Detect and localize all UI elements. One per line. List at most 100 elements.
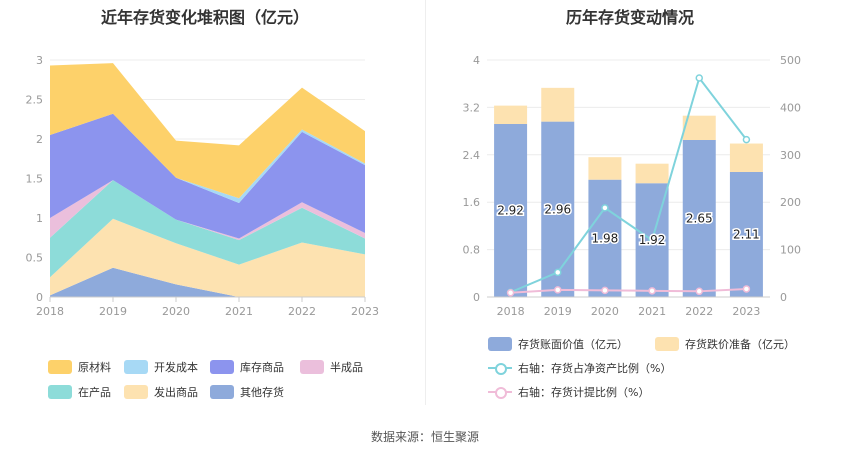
legend-item-存货账面价值（亿元）[interactable]: 存货账面价值（亿元） bbox=[488, 336, 628, 352]
bar-存货跌价准备（亿元） bbox=[494, 105, 528, 124]
right-x-tick: 2022 bbox=[685, 305, 713, 318]
right-y-tick: 0.8 bbox=[463, 244, 481, 257]
bar-存货跌价准备（亿元） bbox=[541, 87, 575, 122]
bar-data-label: 1.98 bbox=[592, 231, 619, 245]
legend-item-发出商品[interactable]: 发出商品 bbox=[124, 384, 198, 400]
right-y2-tick: 300 bbox=[780, 149, 801, 162]
legend-label: 存货账面价值（亿元） bbox=[518, 338, 628, 351]
left-y-tick: 1.5 bbox=[26, 173, 44, 186]
legend-label: 其他存货 bbox=[240, 386, 284, 399]
right-y-tick: 1.6 bbox=[463, 196, 481, 209]
bar-data-label: 2.11 bbox=[733, 227, 760, 241]
data-source: 数据来源：恒生聚源 bbox=[370, 430, 479, 444]
right-y2-tick: 500 bbox=[780, 54, 801, 67]
point-右轴：存货计提比例（%） bbox=[695, 287, 703, 296]
legend-label: 右轴：存货占净资产比例（%） bbox=[518, 362, 672, 375]
legend-swatch bbox=[124, 360, 148, 374]
legend-swatch bbox=[48, 360, 72, 374]
right-x-tick: 2020 bbox=[591, 305, 619, 318]
stacked-area-chart: 0 0.5 1 1.5 2 2.5 3 2018 2019 2020 2021 2022 2023 bbox=[26, 54, 380, 318]
legend-item-开发成本[interactable]: 开发成本 bbox=[124, 359, 198, 375]
left-x-tick: 2022 bbox=[288, 305, 316, 318]
bar-data-label: 1.92 bbox=[639, 233, 666, 247]
area-原材料 bbox=[50, 63, 365, 199]
right-y-tick: 4 bbox=[473, 54, 480, 67]
legend-item-存货跌价准备（亿元）[interactable]: 存货跌价准备（亿元） bbox=[655, 336, 795, 352]
left-x-tick: 2021 bbox=[225, 305, 253, 318]
bar-存货跌价准备（亿元） bbox=[588, 157, 622, 180]
legend-item-库存商品[interactable]: 库存商品 bbox=[210, 359, 284, 375]
legend-swatch bbox=[48, 385, 72, 399]
legend-item-右轴：存货占净资产比例（%）[interactable]: 右轴：存货占净资产比例（%） bbox=[488, 360, 671, 376]
point-右轴：存货占净资产比例（%） bbox=[648, 236, 656, 244]
area-在产品 bbox=[50, 180, 365, 278]
point-右轴：存货计提比例（%） bbox=[648, 287, 656, 295]
area-其他存货 bbox=[50, 267, 365, 297]
legend-label: 原材料 bbox=[78, 361, 111, 374]
legend-swatch bbox=[300, 360, 324, 374]
legend-swatch bbox=[488, 385, 512, 399]
panel-divider bbox=[425, 0, 426, 405]
bar-存货账面价值（亿元） bbox=[682, 139, 716, 297]
right-y2-tick: 400 bbox=[780, 101, 801, 114]
point-右轴：存货占净资产比例（%） bbox=[601, 204, 609, 212]
legend-swatch bbox=[210, 385, 234, 399]
bar-data-label: 2.65 bbox=[686, 211, 713, 225]
legend-label: 开发成本 bbox=[154, 361, 198, 374]
right-y2-tick: 200 bbox=[780, 196, 801, 209]
right-x-tick: 2021 bbox=[638, 305, 666, 318]
legend-swatch bbox=[488, 337, 512, 351]
point-右轴：存货计提比例（%） bbox=[742, 285, 751, 293]
right-y2-tick: 100 bbox=[780, 244, 801, 257]
right-x-tick: 2023 bbox=[732, 305, 760, 318]
bar-data-label: 2.92 bbox=[497, 203, 524, 217]
point-右轴：存货占净资产比例（%） bbox=[742, 135, 751, 144]
left-y-tick: 2 bbox=[36, 133, 43, 146]
right-x-tick: 2019 bbox=[544, 305, 572, 318]
right-chart-title: 历年存货变动情况 bbox=[565, 8, 694, 27]
right-x-tick: 2018 bbox=[497, 305, 525, 318]
right-y-tick: 0 bbox=[473, 291, 480, 304]
bar-存货账面价值（亿元） bbox=[541, 121, 575, 298]
left-x-tick: 2018 bbox=[36, 305, 64, 318]
left-chart-title: 近年存货变化堆积图（亿元） bbox=[100, 8, 309, 27]
bar-存货跌价准备（亿元） bbox=[635, 163, 669, 184]
legend-swatch bbox=[124, 385, 148, 399]
point-右轴：存货计提比例（%） bbox=[506, 288, 515, 297]
legend-swatch bbox=[655, 337, 679, 351]
right-y2-tick: 0 bbox=[780, 291, 787, 304]
left-x-tick: 2020 bbox=[162, 305, 190, 318]
bar-存货账面价值（亿元） bbox=[588, 179, 622, 297]
left-y-tick: 1 bbox=[36, 212, 43, 225]
legend-label: 发出商品 bbox=[154, 386, 198, 399]
bar-data-label: 2.96 bbox=[544, 202, 571, 216]
legend-label: 库存商品 bbox=[240, 361, 284, 374]
legend-swatch bbox=[210, 360, 234, 374]
right-y-tick: 3.2 bbox=[463, 101, 481, 114]
legend-item-半成品[interactable]: 半成品 bbox=[300, 359, 363, 375]
point-右轴：存货占净资产比例（%） bbox=[695, 74, 703, 82]
bar-存货跌价准备（亿元） bbox=[682, 115, 716, 140]
bar-存货账面价值（亿元） bbox=[729, 171, 763, 297]
stacked-bar-chart: 0 0.8 1.6 2.4 3.2 4 0 100 200 300 400 500 2.92 2.96 1.… bbox=[463, 54, 802, 318]
legend-item-右轴：存货计提比例（%）[interactable]: 右轴：存货计提比例（%） bbox=[488, 384, 649, 400]
legend-label: 存货跌价准备（亿元） bbox=[685, 338, 795, 351]
area-库存商品 bbox=[50, 113, 365, 239]
legend-item-在产品[interactable]: 在产品 bbox=[48, 384, 111, 400]
bar-存货跌价准备（亿元） bbox=[729, 143, 763, 172]
legend-label: 半成品 bbox=[330, 361, 363, 374]
area-发出商品 bbox=[50, 218, 365, 297]
left-x-tick: 2023 bbox=[351, 305, 379, 318]
line-右轴：存货占净资产比例（%） bbox=[510, 75, 748, 294]
left-y-tick: 2.5 bbox=[26, 94, 44, 107]
legend-label: 在产品 bbox=[78, 386, 111, 399]
line-右轴：存货计提比例（%） bbox=[510, 287, 747, 294]
right-y-tick: 2.4 bbox=[463, 149, 481, 162]
left-y-tick: 0.5 bbox=[26, 252, 44, 265]
legend-item-其他存货[interactable]: 其他存货 bbox=[210, 384, 284, 400]
legend-label: 右轴：存货计提比例（%） bbox=[518, 386, 650, 399]
point-右轴：存货计提比例（%） bbox=[554, 286, 562, 294]
left-y-tick: 3 bbox=[36, 54, 43, 67]
legend-item-原材料[interactable]: 原材料 bbox=[48, 359, 111, 375]
point-右轴：存货计提比例（%） bbox=[601, 286, 609, 295]
